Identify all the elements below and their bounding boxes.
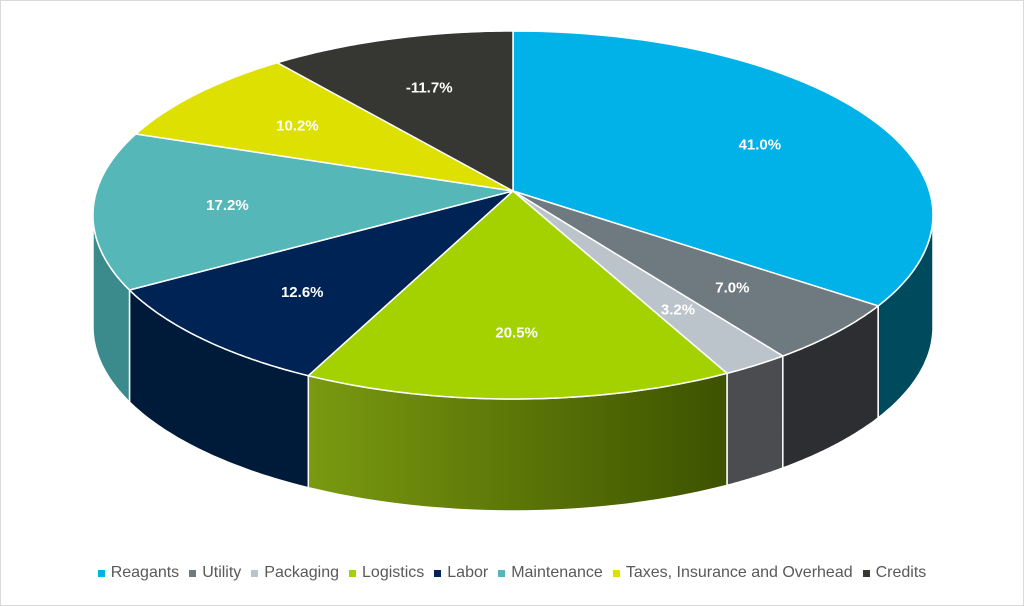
slice-reagants bbox=[512, 30, 934, 307]
slice-logistics bbox=[306, 190, 729, 400]
legend-label: Labor bbox=[447, 564, 489, 581]
legend: Reagants Utility Packaging Logistics Labor Ma… bbox=[1, 564, 1023, 582]
legend-label: Utility bbox=[202, 564, 242, 581]
data-label: 20.5% bbox=[495, 324, 538, 341]
legend-swatch bbox=[498, 569, 506, 577]
legend-label: Credits bbox=[875, 564, 927, 581]
legend-label: Maintenance bbox=[511, 564, 603, 581]
data-label: 7.0% bbox=[715, 279, 749, 296]
legend-swatch bbox=[251, 569, 259, 577]
legend-label: Reagants bbox=[110, 564, 180, 581]
slice-credits bbox=[275, 30, 514, 193]
legend-label: Taxes, Insurance and Overhead bbox=[625, 564, 853, 581]
slice-side-2 bbox=[726, 354, 784, 487]
legend-swatch bbox=[189, 569, 197, 577]
legend-label: Packaging bbox=[264, 564, 340, 581]
legend-swatch bbox=[97, 569, 105, 577]
legend-item: Taxes, Insurance and Overhead bbox=[612, 564, 853, 582]
legend-item: Reagants bbox=[97, 564, 180, 582]
legend-swatch bbox=[862, 569, 870, 577]
slice-utility bbox=[512, 190, 880, 357]
legend-item: Utility bbox=[189, 564, 241, 582]
slice-maintenance bbox=[92, 133, 514, 291]
data-label: -11.7% bbox=[406, 80, 453, 97]
pie-chart: 41.0% 7.0% 3.2% 20.5% 12.6% 17.2% 10.2% -11.7% bbox=[92, 30, 934, 512]
slice-taxes-insurance-and-overhead bbox=[134, 61, 514, 192]
data-label: 41.0% bbox=[739, 136, 782, 153]
legend-swatch bbox=[434, 569, 442, 577]
legend-item: Packaging bbox=[251, 564, 339, 582]
data-label: 17.2% bbox=[206, 197, 249, 214]
legend-swatch bbox=[349, 569, 357, 577]
legend-swatch bbox=[612, 569, 620, 577]
legend-item: Credits bbox=[862, 564, 927, 582]
data-label: 12.6% bbox=[281, 284, 324, 301]
data-label: 10.2% bbox=[276, 117, 319, 134]
legend-item: Logistics bbox=[349, 564, 424, 582]
data-label: 3.2% bbox=[661, 301, 695, 318]
legend-item: Labor bbox=[434, 564, 488, 582]
slice-labor bbox=[128, 190, 514, 377]
slice-packaging bbox=[512, 190, 785, 375]
legend-label: Logistics bbox=[362, 564, 425, 581]
legend-item: Maintenance bbox=[498, 564, 603, 582]
